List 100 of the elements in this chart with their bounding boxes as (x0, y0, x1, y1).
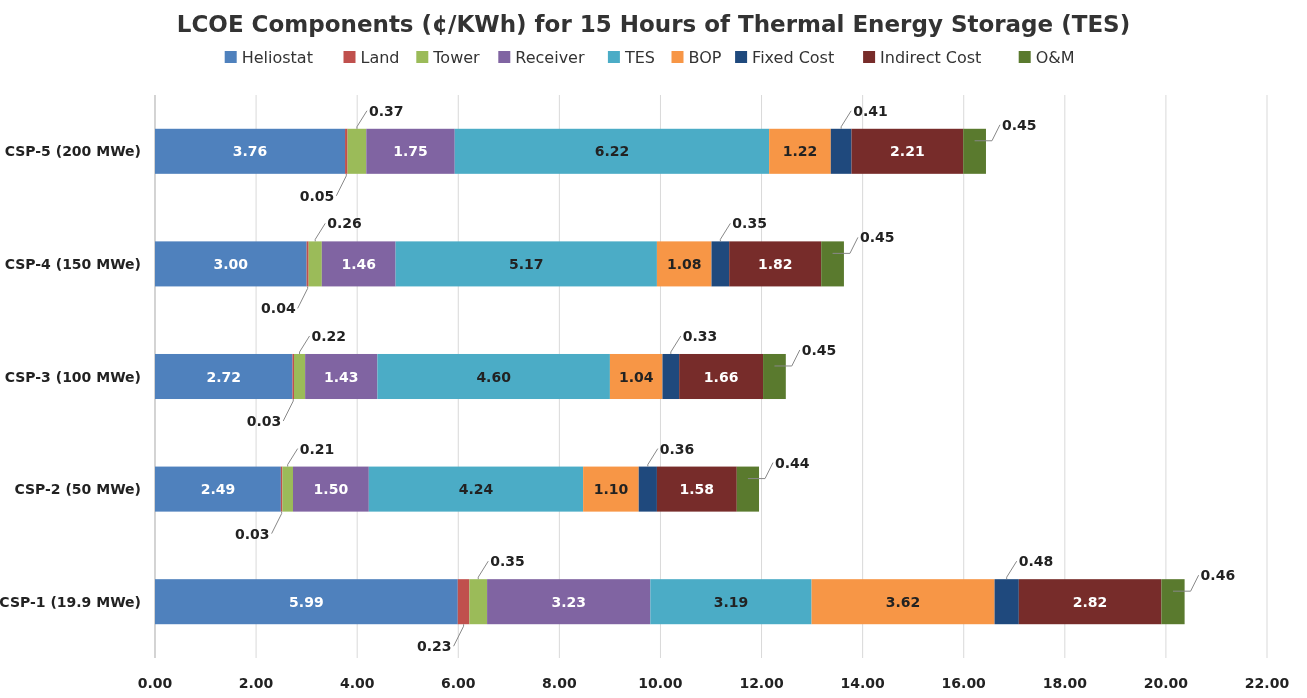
y-tick-label: CSP-5 (200 MWe) (4, 143, 141, 160)
data-label: 2.72 (206, 368, 242, 385)
data-label: 3.62 (885, 593, 921, 610)
data-label: 0.04 (261, 300, 296, 317)
data-label: 2.21 (890, 143, 925, 160)
bar (155, 579, 458, 625)
bar (345, 128, 348, 174)
bar (656, 466, 737, 512)
data-label: 4.60 (476, 368, 512, 385)
data-label: 5.17 (508, 255, 544, 272)
data-label: 1.22 (782, 143, 818, 160)
data-label: 3.76 (232, 143, 268, 160)
data-label: 0.44 (775, 454, 810, 471)
bar (347, 128, 367, 174)
data-label: 0.33 (682, 327, 718, 344)
x-tick-label: 16.00 (941, 675, 987, 691)
data-label: 0.41 (853, 102, 888, 119)
data-label: 3.23 (551, 593, 586, 610)
data-label: 6.22 (594, 143, 630, 160)
bar (155, 466, 281, 512)
bar (155, 353, 293, 400)
data-label: 1.43 (323, 368, 359, 385)
bar (366, 128, 455, 174)
bar (1161, 579, 1185, 625)
x-tick-label: 6.00 (441, 675, 476, 691)
data-label: 1.46 (341, 255, 376, 272)
bar (821, 241, 844, 287)
x-tick-label: 14.00 (840, 675, 886, 691)
bar (155, 241, 307, 287)
bar (155, 128, 346, 174)
data-label: 1.82 (757, 255, 793, 272)
x-tick-label: 2.00 (238, 675, 274, 691)
bar (294, 353, 306, 400)
bar (321, 241, 396, 287)
bar (487, 579, 651, 625)
data-label: 1.08 (666, 255, 702, 272)
bar (763, 353, 786, 400)
bar (662, 353, 680, 400)
legend-label: O&M (1035, 48, 1075, 67)
data-label: 0.22 (311, 327, 347, 344)
legend-label: Tower (432, 48, 481, 67)
data-label: 1.66 (703, 368, 739, 385)
bar (729, 241, 822, 287)
x-tick-label: 4.00 (339, 675, 375, 691)
bar (377, 353, 610, 400)
x-tick-label: 18.00 (1042, 675, 1088, 691)
x-tick-label: 8.00 (542, 675, 577, 691)
legend-label: Fixed Cost (752, 48, 835, 67)
y-tick-label: CSP-4 (150 MWe) (4, 255, 141, 272)
data-label: 0.23 (417, 638, 452, 655)
x-tick-label: 10.00 (638, 675, 683, 691)
bar (963, 128, 986, 174)
data-label: 0.26 (327, 215, 362, 232)
bar (851, 128, 964, 174)
data-label: 0.45 (1001, 116, 1037, 133)
data-label: 1.58 (679, 481, 715, 498)
data-label: 0.05 (299, 187, 335, 204)
bar (308, 241, 322, 287)
data-label: 0.03 (235, 525, 270, 542)
x-tick-label: 22.00 (1244, 675, 1290, 691)
bar (454, 128, 770, 174)
data-label: 0.35 (732, 215, 767, 232)
data-label: 2.82 (1072, 593, 1108, 610)
bar (305, 353, 378, 400)
data-label: 0.35 (490, 553, 525, 570)
data-label: 1.50 (313, 481, 349, 498)
data-label: 2.49 (200, 481, 236, 498)
bar (736, 466, 760, 512)
bar (1018, 579, 1162, 625)
bar (282, 466, 293, 512)
data-label: 0.45 (801, 341, 837, 358)
data-label: 0.46 (1200, 567, 1236, 584)
y-tick-label: CSP-1 (19.9 MWe) (0, 593, 141, 610)
data-label: 1.04 (618, 368, 654, 385)
y-tick-label: CSP-3 (100 MWe) (4, 368, 141, 385)
data-label: 0.36 (659, 440, 695, 457)
bar (994, 579, 1019, 625)
chart-title: LCOE Components (¢/KWh) for 15 Hours of Thermal Energy Storage (TES) (176, 11, 1131, 37)
data-label: 1.10 (593, 481, 629, 498)
bar (638, 466, 657, 512)
data-label: 0.37 (368, 102, 404, 119)
bar (306, 241, 309, 287)
bar (469, 579, 488, 625)
bar (769, 128, 831, 174)
bar (583, 466, 639, 512)
bar (368, 466, 584, 512)
bar (457, 579, 470, 625)
bar (811, 579, 995, 625)
legend-label: TES (623, 48, 655, 67)
data-label: 3.00 (213, 255, 249, 272)
data-label: 0.03 (246, 413, 282, 430)
bar (292, 466, 369, 512)
legend-label: Receiver (515, 48, 585, 67)
bar (679, 353, 764, 400)
y-tick-label: CSP-2 (50 MWe) (14, 481, 141, 498)
legend-label: Indirect Cost (880, 48, 982, 67)
data-label: 5.99 (289, 593, 324, 610)
data-label: 0.48 (1018, 553, 1054, 570)
legend-label: BOP (688, 48, 722, 67)
data-label: 1.75 (393, 143, 428, 160)
